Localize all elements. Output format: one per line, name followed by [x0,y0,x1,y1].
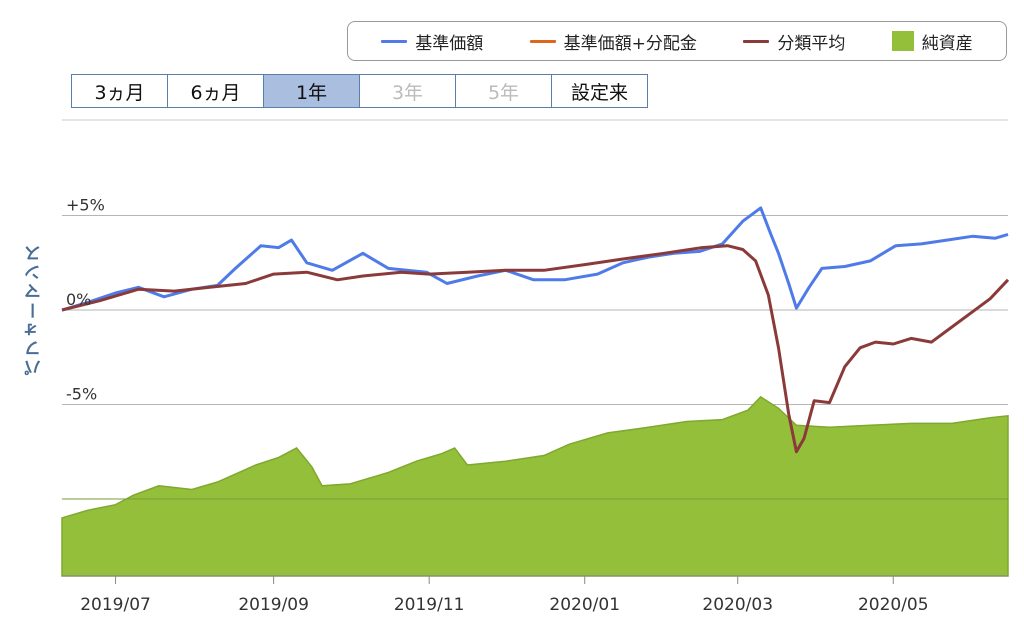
range-button-4: 5年 [455,74,552,108]
chart-legend: 基準価額 基準価額+分配金 分類平均 純資産 [347,21,1007,61]
legend-swatch [381,39,408,43]
y-tick-labels: +5% 0% -5% [66,196,105,404]
x-tick-label: 2020/03 [702,595,773,615]
legend-item-3[interactable]: 純資産 [891,29,973,54]
net-assets-area-path [61,395,1009,577]
series-line-0 [61,206,1009,312]
x-tick-label: 2019/11 [394,595,465,615]
x-tick-label: 2020/05 [858,595,929,615]
series-line-1 [61,244,1010,454]
legend-item-0[interactable]: 基準価額 [381,29,483,54]
range-button-2[interactable]: 1年 [263,74,360,108]
range-button-0[interactable]: 3ヵ月 [71,74,168,108]
legend-swatch [891,31,914,51]
legend-label: 基準価額+分配金 [563,33,697,54]
net-assets-area [61,395,1009,577]
legend-item-1[interactable]: 基準価額+分配金 [529,29,697,54]
range-button-5[interactable]: 設定来 [551,74,648,108]
x-tick-labels: 2019/07 2019/09 2019/11 2020/01 2020/03 2020/… [80,576,929,615]
range-button-1[interactable]: 6ヵ月 [167,74,264,108]
legend-label: 純資産 [921,33,973,54]
legend-item-2[interactable]: 分類平均 [743,29,845,54]
y-tick-label: +5% [66,196,105,215]
y-tick-label: -5% [66,385,97,404]
legend-label: 基準価額 [415,33,484,54]
x-tick-label: 2019/07 [80,595,151,615]
legend-swatch [743,39,770,43]
range-selector: 3ヵ月 6ヵ月 1年 3年 5年 設定来 [71,74,648,108]
series-lines [61,206,1010,454]
legend-label: 分類平均 [777,33,846,54]
y-tick-label: 0% [66,290,91,309]
x-tick-label: 2019/09 [238,595,309,615]
range-button-3: 3年 [359,74,456,108]
x-tick-label: 2020/01 [549,595,620,615]
legend-swatch [529,39,556,43]
